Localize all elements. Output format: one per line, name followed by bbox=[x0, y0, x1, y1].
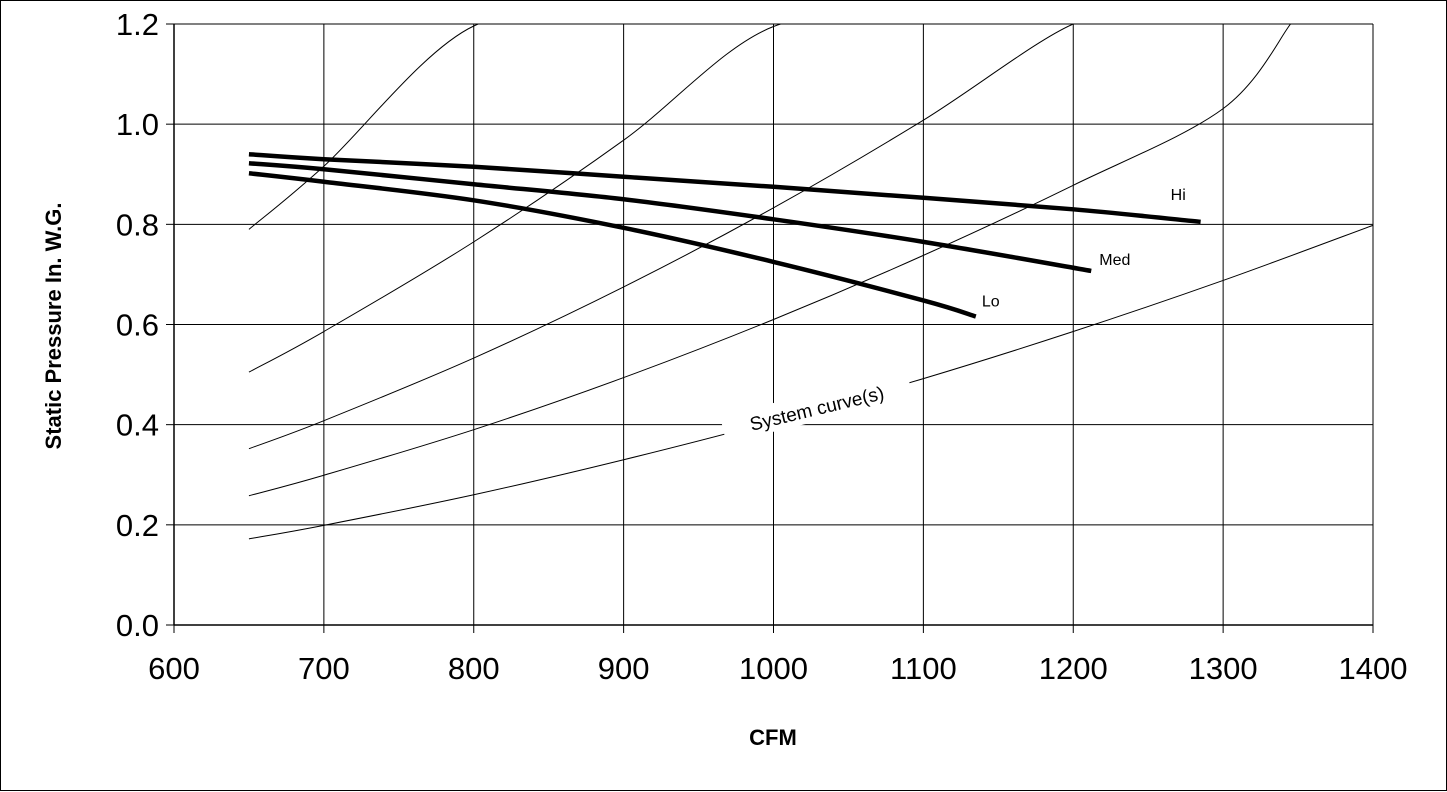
series-line-med bbox=[248, 160, 1092, 274]
x-tick-label: 1200 bbox=[1039, 651, 1108, 686]
y-tick-label: 0.2 bbox=[116, 508, 159, 543]
y-tick-label: 0.6 bbox=[116, 308, 159, 343]
y-tick-label: 1.2 bbox=[116, 7, 159, 42]
x-tick-label: 700 bbox=[298, 651, 350, 686]
system-curve-annotation: System curve(s) bbox=[719, 371, 914, 444]
y-axis-title: Static Pressure In. W.G. bbox=[41, 203, 66, 450]
system-curve-line bbox=[248, 24, 677, 230]
grid-lines bbox=[174, 23, 1374, 625]
y-tick-label: 0.8 bbox=[116, 207, 159, 242]
system-curve-line bbox=[248, 24, 1146, 450]
series-label-lo: Lo bbox=[982, 293, 1000, 310]
x-axis-title: CFM bbox=[749, 725, 797, 750]
series-label-hi: Hi bbox=[1171, 187, 1186, 204]
tick-labels: 600 700 800 900 1000 1100 1200 1300 1400 0.0 0.2 0.… bbox=[116, 7, 1408, 686]
series-line-hi bbox=[248, 151, 1201, 225]
series-line-lo bbox=[248, 171, 977, 319]
fan-speed-curves: Hi Med Lo bbox=[248, 151, 1201, 319]
series-label-med: Med bbox=[1099, 252, 1130, 269]
x-tick-label: 1400 bbox=[1339, 651, 1408, 686]
system-curve-line bbox=[248, 24, 1291, 497]
system-curve-line bbox=[248, 24, 976, 373]
system-curves bbox=[248, 24, 1373, 540]
x-tick-label: 1300 bbox=[1189, 651, 1258, 686]
y-tick-label: 0.4 bbox=[116, 408, 159, 443]
x-tick-label: 1000 bbox=[739, 651, 808, 686]
y-tick-label: 0.0 bbox=[116, 608, 159, 643]
x-tick-label: 900 bbox=[598, 651, 650, 686]
system-curve-label-background bbox=[719, 371, 914, 444]
x-tick-label: 1100 bbox=[890, 651, 957, 686]
y-tick-label: 1.0 bbox=[116, 107, 159, 142]
x-tick-label: 800 bbox=[448, 651, 500, 686]
plot-axes bbox=[166, 23, 1374, 633]
x-tick-label: 600 bbox=[148, 651, 200, 686]
